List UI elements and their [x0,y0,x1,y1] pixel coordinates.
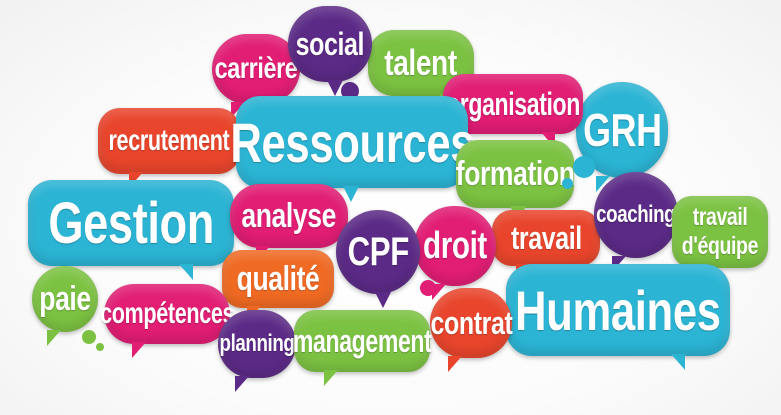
bubble-management: management [292,310,432,386]
word-travail: travail [510,219,582,256]
word-humaines: Humaines [515,278,721,342]
bubble-humaines: Humaines [506,264,730,370]
word-recrutement: recrutement [108,124,230,157]
word-qualite: qualité [236,259,320,298]
word-droit: droit [423,224,487,267]
word-analyse: analyse [241,196,337,235]
word-social: social [295,25,365,62]
word-talent: talent [384,42,458,83]
bubble-coaching: coaching [594,172,678,272]
bubble-gestion: Gestion [28,180,234,280]
word-paie: paie [39,279,91,318]
bubble-competences: compétences [100,284,234,358]
bubble-grh: GRH [576,82,668,192]
bubble-formation: formation [455,140,575,222]
bubble-recrutement: recrutement [98,108,240,188]
bubble-contrat: contrat [430,288,512,372]
small-dot [420,280,436,296]
small-dot [562,178,573,189]
word-contrat: contrat [430,304,512,341]
bubble-ressources: Ressources [230,96,474,202]
word-travail-equipe-line1: travail [692,203,748,231]
small-dot [96,343,104,351]
bubble-qualite: qualité [222,250,334,322]
bubble-carriere: carrière [212,34,300,118]
bubble-analyse: analyse [230,184,348,262]
word-cpf: CPF [347,229,409,274]
small-dot [573,156,595,178]
small-dot [341,82,359,100]
word-organisation: organisation [446,85,580,122]
bubble-droit: droit [414,206,496,300]
word-planning: planning [219,330,295,357]
small-dot [82,330,96,344]
bubble-paie: paie [32,266,98,346]
word-coaching: coaching [596,201,676,228]
word-ressources: Ressources [230,110,474,174]
word-management: management [292,322,432,359]
bubble-social: social [288,6,372,96]
word-competences: compétences [99,297,235,330]
bubble-travail-equipe: travail d'équipe [672,196,768,282]
word-travail-equipe-line2: d'équipe [681,232,759,260]
word-grh: GRH [582,104,662,156]
bubble-cpf: CPF [336,210,420,308]
word-gestion: Gestion [48,190,214,256]
bubble-planning: planning [218,310,296,392]
bubble-travail: travail [492,210,600,280]
word-carriere: carrière [214,52,298,85]
word-formation: formation [455,154,575,193]
bubble-talent: talent [368,30,474,110]
